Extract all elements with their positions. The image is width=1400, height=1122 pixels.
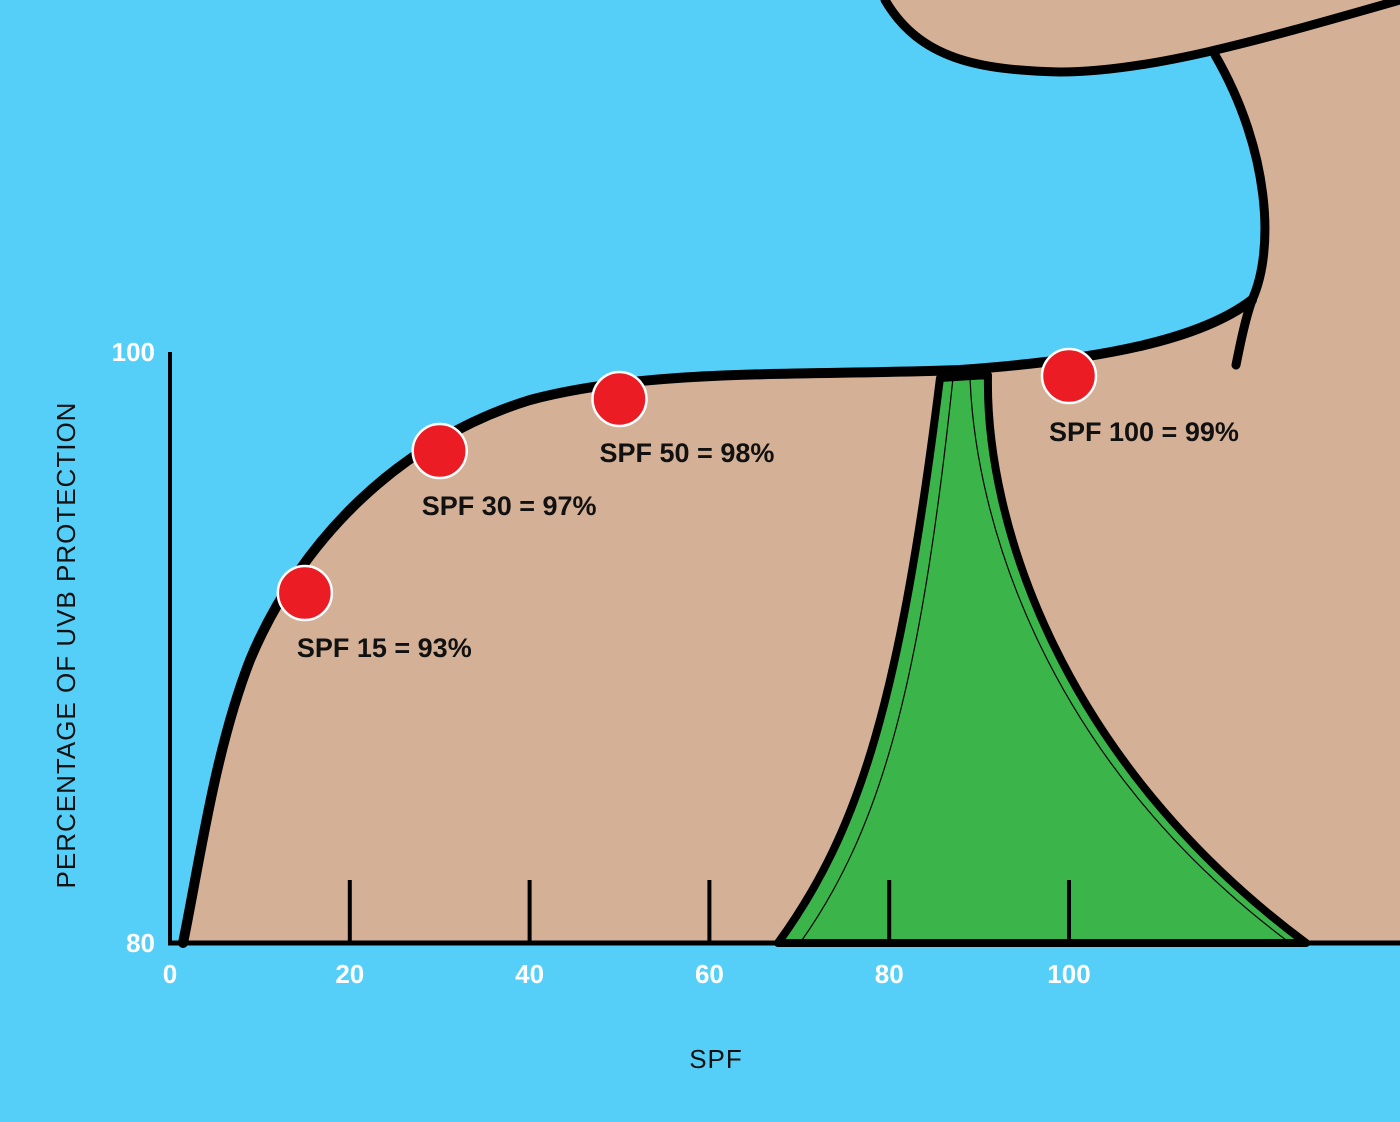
data-point [591,370,648,428]
swimsuit-seam-right [969,376,1291,944]
body-illustration [183,0,1400,947]
y-ticks: 80 100 [112,337,155,958]
data-label: SPF 15 = 93% [297,633,472,663]
x-tick-label: 100 [1047,959,1090,989]
y-tick-label: 80 [126,928,155,958]
y-tick-label: 100 [112,337,155,367]
data-point [1040,347,1098,405]
data-point [411,422,468,480]
x-ticks: 0 20 40 60 80 100 [163,880,1091,989]
x-tick-label: 60 [695,959,724,989]
swimsuit-seam-left [799,377,954,944]
x-axis-title: SPF [689,1044,743,1074]
neck-outline [1210,50,1270,370]
arm-fill [885,0,1400,72]
swimsuit-fill [774,371,1310,947]
x-tick-label: 40 [515,959,544,989]
data-label: SPF 50 = 98% [600,438,775,468]
data-label: SPF 100 = 99% [1049,417,1239,447]
data-point [276,564,334,622]
data-label: SPF 30 = 97% [422,491,597,521]
x-tick-label: 0 [163,959,177,989]
data-points: SPF 15 = 93% SPF 30 = 97%SPF 50 = 98% SPF … [276,347,1239,663]
x-tick-label: 20 [335,959,364,989]
x-tick-label: 80 [875,959,904,989]
arm-outline [880,0,1400,77]
y-axis-title: PERCENTAGE OF UVB PROTECTION [51,402,81,889]
body-fill [183,0,1400,943]
